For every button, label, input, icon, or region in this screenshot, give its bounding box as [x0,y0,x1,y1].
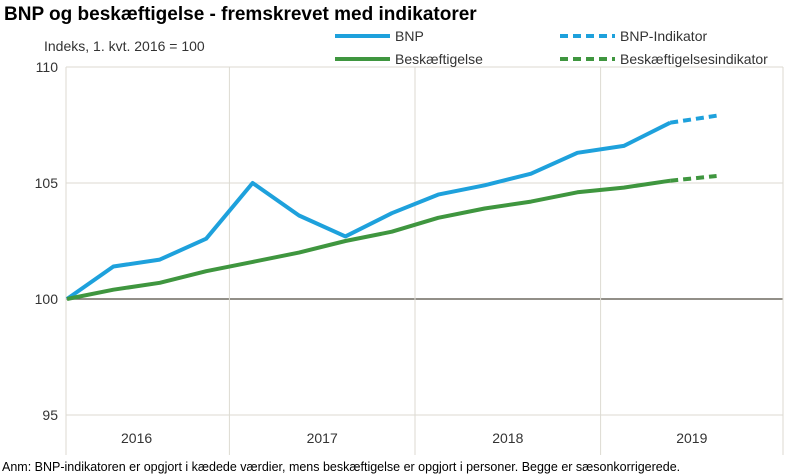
series-line-0 [65,120,672,301]
y-tick-label: 100 [35,291,59,307]
y-axis-label: Indeks, 1. kvt. 2016 = 100 [44,38,205,54]
series-lines [65,113,717,301]
legend-label: BNP-Indikator [620,28,707,44]
x-tick-label: 2016 [121,430,152,446]
series-line-1 [66,178,671,301]
gridlines [65,66,784,455]
tick-labels: 95 100 105 110 2016 2017 2018 2019 [35,59,708,446]
x-tick-label: 2019 [676,430,707,446]
footnote: Anm: BNP-indikatoren er opgjort i kædede… [2,460,680,474]
x-tick-label: 2017 [307,430,338,446]
legend-label: BNP [395,28,424,44]
legend: BNP Beskæftigelse BNP-Indikator Beskæftigel… [335,28,768,67]
legend-label: Beskæftigelse [395,51,483,67]
y-tick-label: 110 [36,59,59,75]
x-tick-label: 2018 [492,430,523,446]
series-line-3 [669,174,717,183]
chart-title: BNP og beskæftigelse - fremskrevet med i… [4,4,477,25]
series-line-2 [669,113,717,125]
y-tick-label: 105 [35,175,59,191]
legend-label: Beskæftigelsesindikator [620,51,768,67]
y-tick-label: 95 [42,407,58,423]
